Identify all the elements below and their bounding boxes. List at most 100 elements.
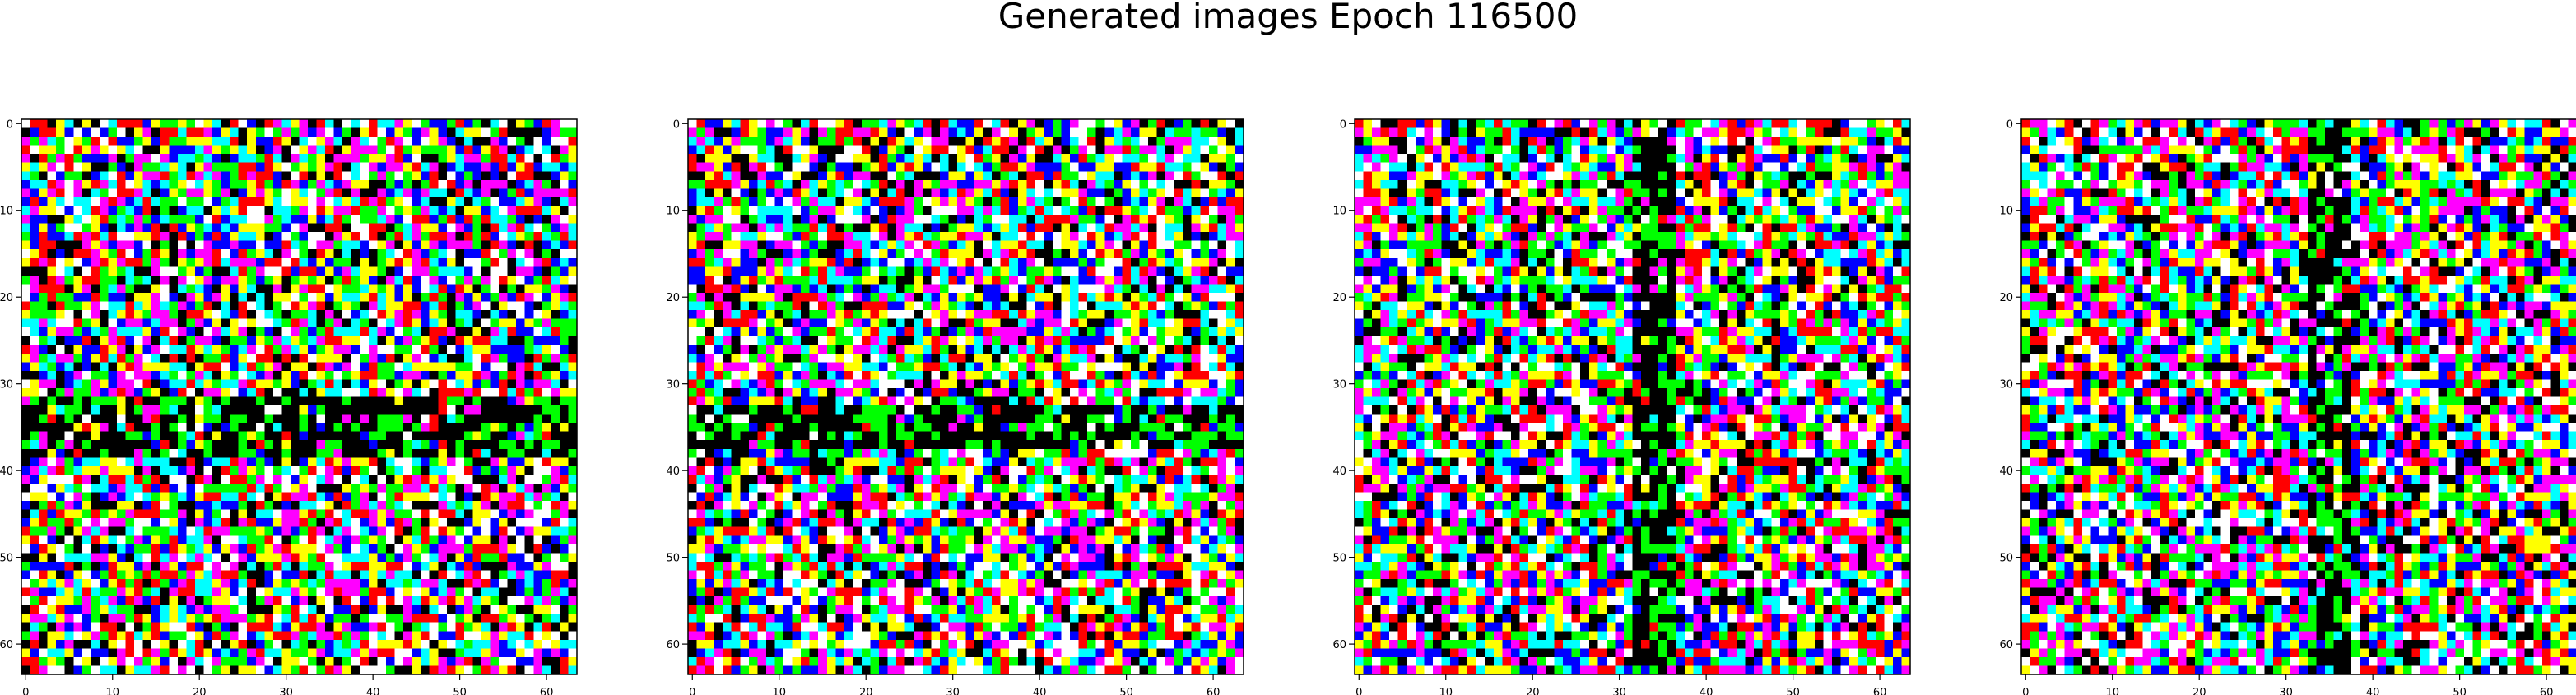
pixel-cell [203,544,212,554]
pixel-cell [1018,206,1027,215]
pixel-cell [300,493,309,502]
pixel-cell [447,249,456,258]
pixel-cell [412,146,421,155]
pixel-cell [73,605,82,614]
pixel-cell [117,163,126,172]
pixel-cell [334,518,343,527]
pixel-cell [914,137,923,146]
pixel-cell [551,197,560,206]
pixel-cell [82,484,91,493]
pixel-cell [230,241,239,250]
pixel-cell [1131,154,1140,163]
pixel-cell [438,570,447,579]
pixel-cell [395,258,404,267]
pixel-cell [230,284,239,293]
pixel-cell [464,449,473,458]
pixel-cell [21,345,30,354]
pixel-cell [360,362,369,371]
pixel-cell [360,605,369,614]
pixel-cell [732,206,741,215]
pixel-cell [264,579,273,588]
pixel-cell [1009,197,1018,206]
pixel-cell [160,440,170,449]
pixel-cell [230,171,239,180]
pixel-cell [143,215,152,224]
pixel-cell [30,415,40,424]
pixel-cell [169,276,178,285]
pixel-cell [317,224,326,233]
pixel-cell [1226,180,1235,189]
pixel-cell [940,215,949,224]
pixel-cell [438,354,447,363]
pixel-cell [264,397,273,406]
pixel-cell [491,276,500,285]
pixel-cell [91,197,100,206]
pixel-cell [533,579,542,588]
pixel-cell [308,379,317,388]
pixel-cell [117,310,126,319]
pixel-cell [948,146,957,155]
pixel-cell [491,215,500,224]
pixel-cell [472,241,481,250]
pixel-cell [100,362,109,371]
pixel-cell [325,466,334,475]
pixel-cell [412,215,421,224]
pixel-cell [143,128,152,137]
pixel-cell [21,336,30,345]
pixel-cell [30,475,40,484]
pixel-cell [126,648,135,657]
pixel-cell [464,345,473,354]
pixel-cell [508,293,517,302]
pixel-cell [203,579,212,588]
pixel-cell [508,596,517,605]
pixel-cell [499,432,508,441]
pixel-cell [291,379,300,388]
pixel-cell [73,371,82,380]
pixel-cell [334,197,343,206]
pixel-cell [491,588,500,597]
pixel-cell [508,397,517,406]
pixel-cell [455,266,464,276]
pixel-cell [386,249,395,258]
pixel-cell [369,345,378,354]
pixel-cell [334,605,343,614]
pixel-cell [126,631,135,640]
pixel-cell [82,146,91,155]
pixel-cell [472,535,481,544]
pixel-cell [178,188,187,197]
pixel-cell [464,206,473,215]
pixel-cell [91,224,100,233]
pixel-cell [508,327,517,336]
pixel-cell [377,648,386,657]
pixel-cell [421,527,430,536]
pixel-cell [533,171,542,180]
pixel-cell [499,553,508,562]
pixel-cell [1122,188,1131,197]
pixel-cell [508,457,517,466]
pixel-cell [1053,215,1062,224]
pixel-cell [551,457,560,466]
pixel-cell [334,501,343,510]
pixel-cell [39,544,48,554]
pixel-cell [247,423,256,432]
pixel-cell [126,197,135,206]
pixel-cell [256,475,265,484]
pixel-cell [421,397,430,406]
pixel-cell [377,258,386,267]
pixel-cell [73,544,82,554]
pixel-cell [983,146,993,155]
pixel-cell [447,553,456,562]
pixel-cell [308,327,317,336]
pixel-cell [178,119,187,128]
pixel-cell [143,553,152,562]
pixel-cell [325,146,334,155]
pixel-cell [91,553,100,562]
pixel-cell [48,475,57,484]
pixel-cell [360,128,369,137]
pixel-cell [151,146,160,155]
pixel-cell [421,197,430,206]
pixel-cell [39,588,48,597]
pixel-cell [377,128,386,137]
pixel-cell [1087,215,1096,224]
pixel-cell [21,188,30,197]
